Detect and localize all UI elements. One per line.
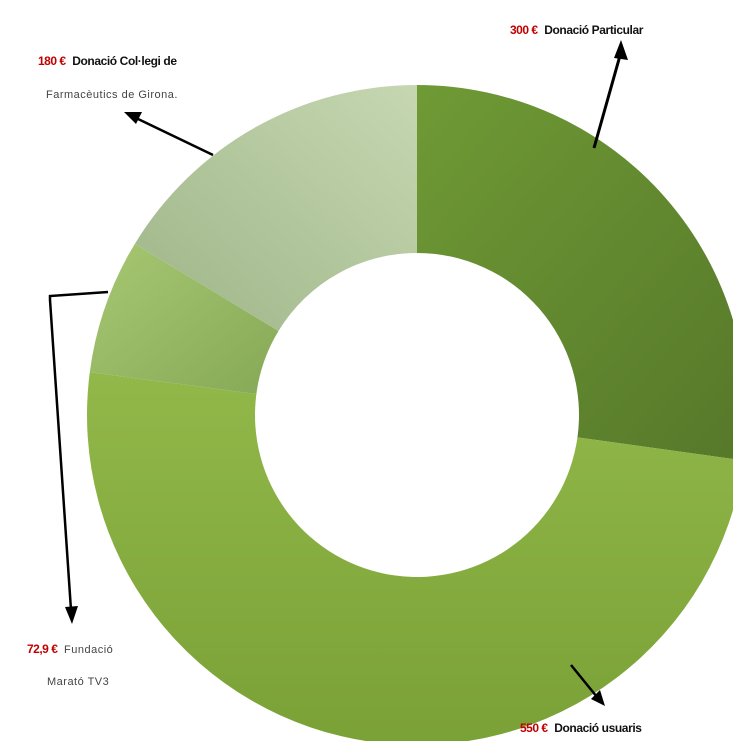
label-collegi-text: Donació Col·legi de (72, 54, 177, 68)
label-usuaris-amount: 550 € (520, 721, 548, 735)
donut-slice-0 (417, 85, 733, 459)
label-particular-amount: 300 € (510, 23, 538, 37)
leader-line-marato (48, 290, 109, 611)
label-marato: 72,9 € Fundació (27, 641, 113, 658)
arrowhead-particular (614, 40, 628, 60)
donut-slice-3 (134, 85, 417, 331)
label-marato-text2: Marató TV3 (47, 676, 110, 688)
leader-line-particular (592, 51, 623, 149)
leader-line-collegi (135, 116, 214, 157)
donut-slice-2 (89, 243, 279, 394)
arrowhead-usuaris (591, 690, 605, 706)
leader-line-usuaris (570, 664, 598, 698)
label-marato-text: Fundació (64, 644, 114, 656)
label-collegi-amount: 180 € (38, 54, 66, 68)
label-collegi: 180 € Donació Col·legi de (38, 53, 177, 69)
label-particular-text: Donació Particular (544, 23, 644, 37)
label-particular: 300 € Donació Particular (510, 22, 643, 38)
arrowhead-collegi (124, 112, 142, 124)
label-usuaris: 550 € Donació usuaris (520, 720, 642, 736)
arrowhead-marato (65, 606, 78, 624)
leader-lines (48, 40, 628, 706)
label-collegi-text2: Farmacèutics de Girona. (46, 89, 178, 101)
label-marato-amount: 72,9 € (27, 642, 58, 656)
donut-slice-1 (87, 372, 733, 741)
label-usuaris-text: Donació usuaris (554, 721, 642, 735)
